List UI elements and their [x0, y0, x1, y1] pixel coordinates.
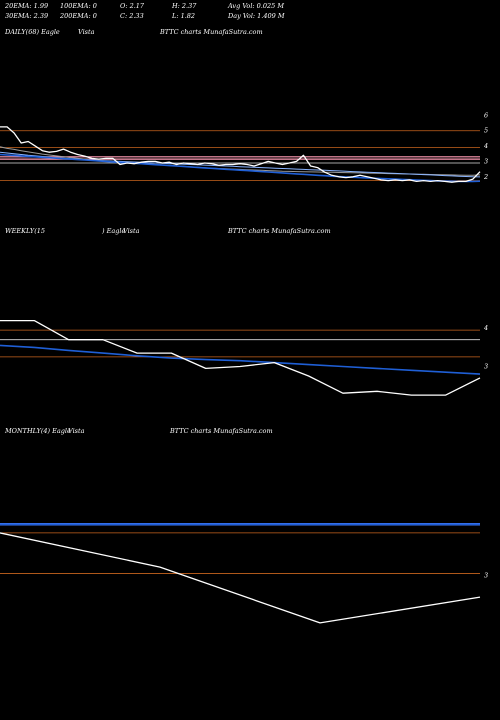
daily-price-line — [0, 126, 481, 183]
daily-title-mid: Vista — [78, 28, 95, 36]
daily-y-tick-2: 4 — [483, 142, 488, 150]
weekly-y-tick-1: 3 — [484, 362, 488, 370]
weekly-title-right: BTTC charts MunafaSutra.com — [228, 227, 331, 235]
header-20ema: 20EMA: 1.99 — [5, 2, 49, 10]
weekly-price-line — [0, 319, 481, 396]
monthly-title-mid: Vista — [68, 427, 85, 435]
monthly-title-right: BTTC charts MunafaSutra.com — [170, 427, 273, 435]
header-close: C: 2.33 — [120, 12, 144, 20]
weekly-y-tick-0: 4 — [483, 324, 488, 332]
weekly-title-mid2: Vista — [123, 227, 140, 235]
header-day-vol: Day Vol: 1.409 M — [228, 12, 285, 20]
weekly-ema-blue-line — [0, 344, 481, 375]
daily-y-tick-0: 6 — [484, 111, 488, 119]
weekly-title-left: WEEKLY(15 — [5, 227, 46, 235]
weekly-title-mid: ) Eagle — [102, 227, 126, 235]
daily-title-right: BTTC charts MunafaSutra.com — [160, 28, 263, 36]
header-200ema: 200EMA: 0 — [60, 12, 97, 20]
daily-ema-lightblue-line — [0, 151, 481, 178]
daily-y-tick-1: 5 — [484, 127, 488, 135]
daily-ema-grey-line — [0, 146, 481, 176]
monthly-title-left: MONTHLY(4) Eagle — [5, 427, 71, 435]
daily-title-left: DAILY(68) Eagle — [5, 28, 60, 36]
header-high: H: 2.37 — [172, 2, 197, 10]
monthly-y-tick-0: 3 — [484, 572, 488, 580]
daily-y-tick-4: 2 — [483, 173, 488, 181]
monthly-price-line — [0, 532, 481, 624]
header-low: L: 1.82 — [172, 12, 196, 20]
header-open: O: 2.17 — [120, 2, 145, 10]
daily-ema-blue-line — [0, 153, 481, 183]
header-30ema: 30EMA: 2.39 — [5, 12, 49, 20]
header-avg-vol: Avg Vol: 0.025 M — [228, 2, 285, 10]
daily-y-tick-3: 3 — [484, 157, 488, 165]
header-100ema: 100EMA: 0 — [60, 2, 97, 10]
